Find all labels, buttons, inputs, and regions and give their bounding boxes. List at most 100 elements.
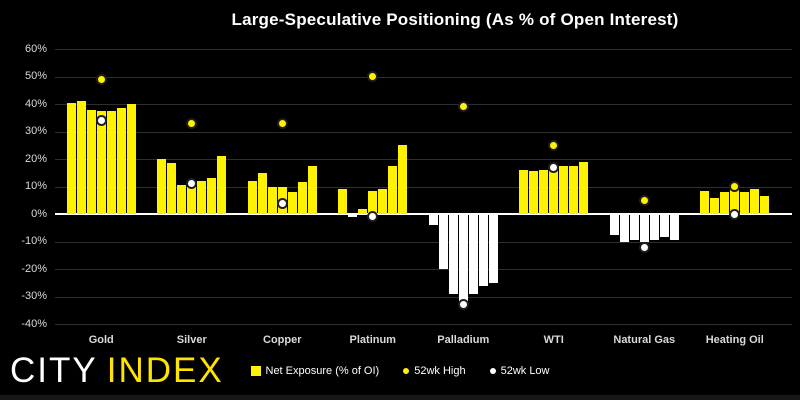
gridline	[55, 104, 792, 105]
low-52wk-dot	[276, 197, 288, 209]
net-exposure-bar	[569, 165, 579, 214]
gridline	[55, 131, 792, 133]
bottom-strip	[0, 395, 800, 400]
y-tick-label: 10%	[24, 180, 47, 192]
low-52wk-dot	[367, 211, 379, 223]
net-exposure-bar	[629, 214, 639, 241]
y-tick-label: -10%	[21, 235, 47, 247]
low-52wk-dot	[186, 178, 198, 190]
net-exposure-bar	[549, 170, 559, 214]
net-exposure-bar	[307, 165, 317, 214]
net-exposure-bar	[287, 192, 297, 214]
low-52wk-dot	[638, 241, 650, 253]
y-tick-label: -30%	[21, 290, 47, 302]
net-exposure-bar	[338, 189, 348, 214]
net-exposure-bar	[750, 189, 760, 214]
y-tick-label: -20%	[21, 262, 47, 275]
high-52wk-dot	[457, 101, 469, 113]
x-axis: Gold Silver Copper Platinum Palladium WTI Natu…	[55, 334, 792, 350]
low-52wk-dot	[457, 299, 469, 311]
net-exposure-bar	[217, 156, 227, 214]
plot-area	[55, 49, 792, 325]
net-exposure-bar	[740, 192, 750, 214]
net-exposure-swatch-icon	[250, 366, 261, 376]
net-exposure-bar	[86, 109, 96, 214]
high-52wk-dot	[276, 117, 288, 129]
net-exposure-bar	[700, 190, 710, 214]
net-exposure-bar	[106, 110, 116, 214]
legend-label-52wk-low: 52wk Low	[500, 365, 550, 377]
net-exposure-bar	[488, 214, 498, 283]
high-dot-icon	[403, 368, 410, 374]
y-tick-label: 0%	[31, 207, 47, 220]
net-exposure-bar	[96, 110, 106, 214]
net-exposure-bar	[177, 185, 187, 214]
net-exposure-bar	[639, 214, 649, 242]
y-tick-label: 50%	[24, 70, 47, 82]
gridline	[55, 76, 792, 78]
y-tick-label: 30%	[24, 125, 47, 137]
net-exposure-bar	[388, 165, 398, 214]
net-exposure-bar	[730, 189, 740, 214]
x-category-label: Palladium	[437, 334, 490, 346]
net-exposure-bar	[710, 197, 720, 214]
net-exposure-bar	[438, 214, 448, 269]
net-exposure-bar	[519, 170, 529, 214]
zero-axis-line	[55, 213, 792, 215]
legend-item-52wk-low: 52wk Low	[489, 365, 550, 377]
net-exposure-bar	[539, 170, 549, 214]
high-52wk-dot	[548, 139, 560, 151]
net-exposure-bar	[126, 104, 136, 214]
net-exposure-bar	[247, 181, 257, 214]
legend: Net Exposure (% of OI) 52wk High 52wk Lo…	[0, 365, 800, 377]
net-exposure-bar	[297, 182, 307, 214]
brand-word-index: INDEX	[106, 351, 224, 390]
x-category-label: Copper	[263, 334, 302, 346]
x-category-label: Platinum	[349, 334, 396, 346]
net-exposure-bar	[448, 214, 458, 294]
gridline	[55, 186, 792, 188]
gridline	[55, 49, 792, 50]
net-exposure-bar	[197, 181, 207, 214]
net-exposure-bar	[760, 196, 770, 214]
x-category-label: Heating Oil	[705, 334, 764, 346]
net-exposure-bar	[358, 208, 368, 214]
net-exposure-bar	[720, 192, 730, 214]
y-tick-label: 40%	[24, 97, 47, 110]
brand-word-city: CITY	[10, 351, 98, 390]
net-exposure-bar	[207, 178, 217, 214]
net-exposure-bar	[609, 214, 619, 235]
y-tick-label: 20%	[24, 152, 47, 165]
high-52wk-dot	[729, 181, 741, 192]
net-exposure-bar	[76, 101, 86, 214]
legend-label-52wk-high: 52wk High	[414, 365, 466, 377]
net-exposure-bar	[348, 214, 358, 217]
net-exposure-bar	[66, 102, 76, 214]
high-52wk-dot	[638, 194, 650, 206]
gridline	[55, 241, 792, 243]
net-exposure-bar	[619, 214, 629, 242]
net-exposure-bar	[579, 161, 589, 214]
gridline	[55, 324, 792, 325]
net-exposure-bar	[267, 186, 277, 214]
net-exposure-bar	[368, 190, 378, 214]
x-category-label: Gold	[88, 334, 114, 346]
net-exposure-bar	[659, 214, 669, 238]
high-52wk-dot	[95, 73, 107, 85]
legend-item-52wk-high: 52wk High	[403, 365, 466, 377]
net-exposure-bar	[167, 163, 177, 214]
x-category-label: WTI	[543, 334, 564, 346]
low-52wk-dot	[548, 161, 560, 173]
net-exposure-bar	[649, 214, 659, 241]
gridline	[55, 296, 792, 298]
gridline	[55, 269, 792, 270]
legend-item-net-exposure: Net Exposure (% of OI)	[250, 365, 379, 377]
low-52wk-dot	[95, 115, 107, 126]
net-exposure-bar	[187, 186, 197, 214]
net-exposure-bar	[257, 172, 267, 214]
net-exposure-bar	[116, 108, 126, 214]
y-tick-label: -40%	[21, 317, 47, 330]
net-exposure-bar	[559, 165, 569, 214]
net-exposure-bar	[468, 214, 478, 294]
